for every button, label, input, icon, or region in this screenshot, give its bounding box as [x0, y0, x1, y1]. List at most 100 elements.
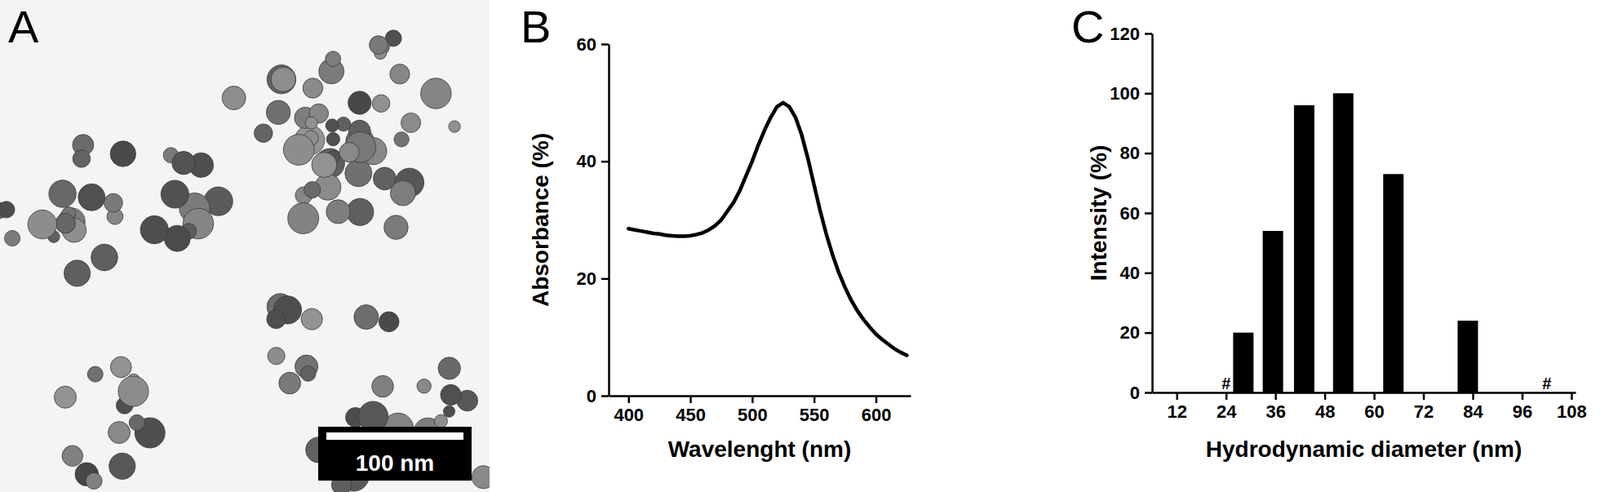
tick-mark — [1570, 392, 1574, 400]
particle — [110, 356, 132, 378]
axis-line — [1152, 391, 1577, 395]
tick-label: 120 — [1109, 23, 1140, 45]
tick: 400 — [613, 395, 644, 426]
particle — [0, 201, 15, 218]
tick: 40 — [1120, 262, 1153, 284]
tick: 48 — [1315, 392, 1335, 422]
tick-mark — [601, 160, 609, 164]
tick: 108 — [1556, 392, 1587, 422]
particle — [325, 119, 339, 133]
tick-mark — [1373, 392, 1376, 400]
tick-mark — [601, 394, 609, 398]
tick: 0 — [1130, 382, 1153, 404]
tick-label: 600 — [861, 404, 892, 426]
bar — [1263, 230, 1284, 393]
tick-label: 0 — [586, 385, 597, 407]
tick-mark — [1144, 152, 1153, 156]
tick: 84 — [1462, 392, 1484, 422]
particle — [302, 78, 323, 98]
tick-mark — [1521, 392, 1525, 400]
tick-mark — [628, 395, 631, 404]
particle — [48, 180, 76, 208]
particle — [346, 198, 374, 226]
y-axis: 0204060 — [576, 34, 610, 407]
particle — [267, 347, 285, 365]
tick-label: 24 — [1216, 401, 1237, 422]
particle — [443, 405, 455, 417]
tick-mark — [1144, 332, 1153, 335]
particle — [128, 414, 145, 430]
tick-label: 400 — [613, 404, 644, 426]
particle — [326, 199, 351, 224]
tick-label: 40 — [576, 150, 597, 172]
particle — [109, 452, 136, 479]
particle — [265, 100, 291, 125]
particle — [108, 421, 131, 444]
particle — [326, 132, 340, 146]
tick-mark — [1144, 212, 1153, 215]
tick: 72 — [1413, 392, 1434, 422]
particle — [91, 243, 119, 271]
particle — [160, 180, 189, 209]
bar — [1294, 105, 1315, 393]
tick-label: 500 — [737, 404, 768, 426]
tick-label: 60 — [1120, 203, 1140, 224]
particle — [221, 86, 246, 111]
x-axis: 400450500550600 — [609, 395, 912, 426]
tick-label: 100 — [1109, 83, 1140, 104]
tick-label: 84 — [1462, 401, 1484, 422]
bar — [1333, 93, 1354, 393]
panel-label: C — [1071, 0, 1104, 53]
tick-label: 0 — [1130, 382, 1140, 404]
bar — [1382, 173, 1404, 393]
particle — [279, 372, 302, 395]
particle — [27, 209, 57, 239]
particle — [266, 65, 296, 94]
particle — [421, 78, 452, 109]
tick-mark — [1274, 392, 1277, 400]
tick-label: 48 — [1315, 401, 1335, 422]
tick-mark — [601, 43, 609, 46]
tick: 60 — [1364, 392, 1384, 422]
tick-mark — [1422, 392, 1426, 400]
particle — [438, 357, 461, 380]
tick-mark — [1471, 392, 1475, 400]
tick-label: 12 — [1166, 401, 1187, 422]
tick-mark — [875, 395, 878, 404]
tick: 100 — [1109, 83, 1153, 104]
particle — [448, 120, 461, 133]
x-axis: 12 24 36 48 60 72 84 96 108 — [1152, 392, 1587, 422]
tick-mark — [751, 395, 754, 404]
tick: 12 — [1166, 392, 1187, 422]
particle — [440, 384, 461, 405]
particle — [266, 309, 286, 328]
scale-bar — [326, 432, 464, 440]
tick: 80 — [1120, 142, 1153, 164]
particle — [104, 193, 124, 213]
particle — [72, 150, 90, 168]
tick-label: 450 — [675, 404, 706, 426]
x-axis-title: Hydrodynamic diameter (nm) — [1205, 436, 1522, 462]
tick: 24 — [1216, 392, 1237, 422]
particle — [372, 375, 395, 398]
particle — [325, 51, 342, 67]
tick-label: 96 — [1512, 401, 1533, 422]
particle — [372, 94, 391, 113]
scale-bar-label: 100 nm — [355, 450, 435, 476]
particle — [390, 64, 410, 85]
plot-area — [628, 102, 907, 356]
particle — [110, 141, 136, 167]
tick: 500 — [737, 395, 768, 426]
particle — [78, 183, 106, 211]
tick: 20 — [576, 268, 609, 289]
particle — [434, 414, 448, 428]
tick-label: 36 — [1265, 401, 1286, 422]
particle — [390, 180, 416, 206]
particle — [288, 203, 320, 235]
particle — [339, 142, 360, 163]
particle — [63, 260, 90, 287]
particle — [471, 465, 490, 489]
panel-label: B — [520, 0, 551, 53]
tick-mark — [1144, 93, 1153, 96]
particle — [140, 215, 169, 244]
